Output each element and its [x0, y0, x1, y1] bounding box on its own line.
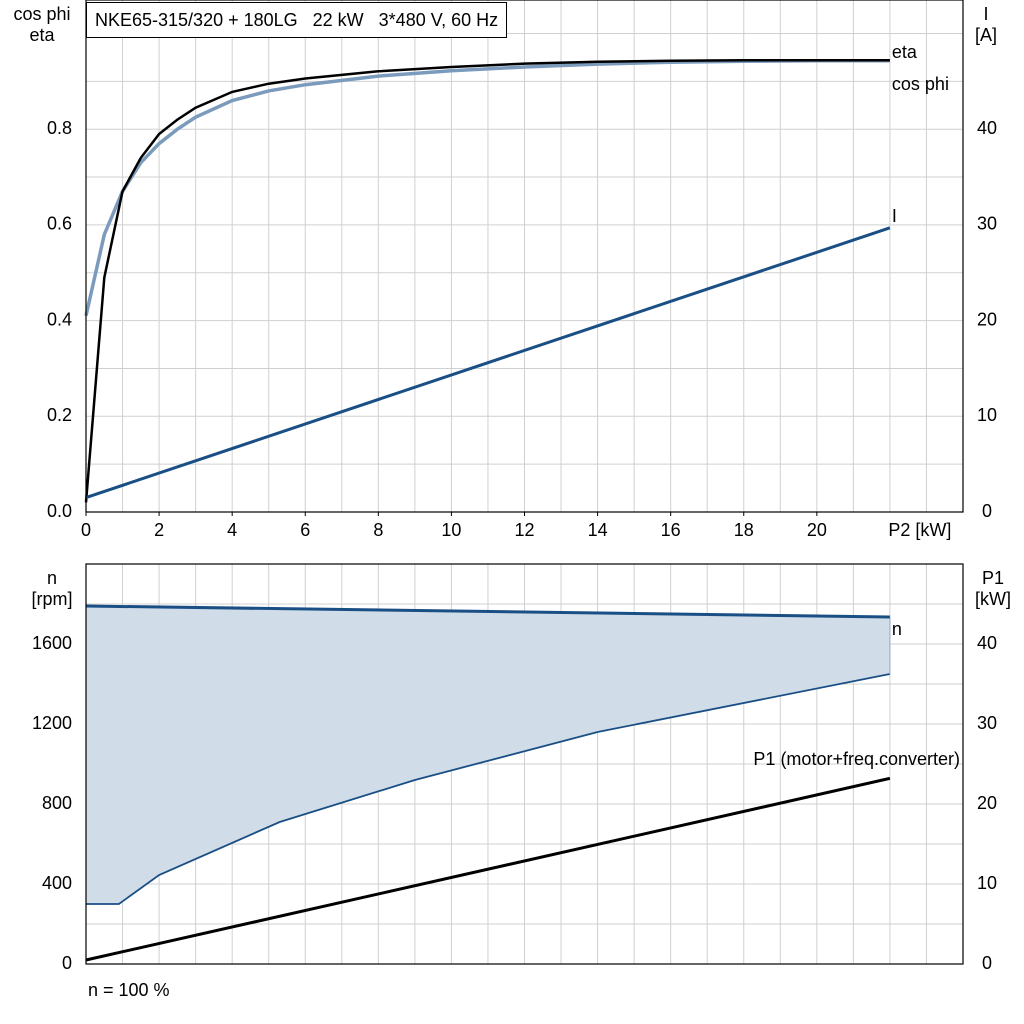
- top-left-axis-label: cos phi eta: [0, 4, 84, 46]
- bottom-left-tick-label: 1600: [32, 633, 72, 653]
- top-grid: [86, 0, 963, 512]
- current-series-label: I: [892, 206, 897, 226]
- bottom-right-tick-label: 0: [982, 953, 992, 973]
- eta-series-label: eta: [892, 42, 918, 62]
- x-tick-label: 8: [373, 520, 383, 540]
- x-axis-label: P2 [kW]: [888, 520, 951, 540]
- p1-line: [85, 776, 891, 962]
- top-left-tick-label: 0.6: [47, 214, 72, 234]
- top-right-tick-label: 40: [977, 118, 997, 138]
- top-right-tick-label: 20: [977, 309, 997, 329]
- bottom-right-axis-label-line2: [kW]: [975, 589, 1011, 609]
- bottom-right-tick-label: 10: [977, 873, 997, 893]
- bottom-left-axis-label: n [rpm]: [20, 568, 84, 610]
- chart-title: NKE65-315/320 + 180LG 22 kW 3*480 V, 60 …: [86, 2, 508, 38]
- top-left-axis-label-line1: cos phi: [13, 4, 71, 24]
- top-left-tick-label: 0.8: [47, 118, 72, 138]
- top-left-tick-label: 0.4: [47, 309, 72, 329]
- bottom-right-axis-label-line1: P1: [981, 568, 1005, 588]
- speed-note: n = 100 %: [88, 980, 170, 1000]
- top-right-tick-label: 0: [982, 501, 992, 521]
- series-labels: eta cos phi In P1 (motor+freq.converter): [753, 42, 960, 769]
- bottom-right-tick-label: 40: [977, 633, 997, 653]
- x-tick-label: 18: [734, 520, 754, 540]
- top-right-tick-label: 10: [977, 405, 997, 425]
- x-tick-label: 20: [807, 520, 827, 540]
- bottom-right-tick-label: 30: [977, 713, 997, 733]
- cos-phi-series-label: cos phi: [892, 74, 949, 94]
- bottom-plot-frame: [85, 563, 964, 965]
- min-speed-line: [86, 673, 891, 905]
- tick-labels: 0 2 4 6 8 10 12 14 16 18 20 P2 [kW] 0.0 0.2 0.4 0.6 0.8 0…: [32, 118, 997, 973]
- top-right-axis-label: I [A]: [966, 4, 1006, 46]
- x-tick-label: 12: [514, 520, 534, 540]
- speed-line: [85, 604, 890, 619]
- speed-range-area: [86, 606, 890, 904]
- bottom-right-axis-label: P1 [kW]: [966, 568, 1020, 610]
- top-left-tick-label: 0.2: [47, 405, 72, 425]
- top-left-tick-label: 0.0: [47, 501, 72, 521]
- bottom-left-tick-label: 0: [62, 953, 72, 973]
- x-tick-label: 6: [300, 520, 310, 540]
- bottom-left-tick-label: 800: [42, 793, 72, 813]
- speed-range-fill: [86, 606, 890, 904]
- p1-series-label: P1 (motor+freq.converter): [753, 749, 960, 769]
- bottom-left-axis-label-line1: n: [46, 568, 57, 588]
- top-right-axis-label-line2: [A]: [974, 25, 997, 45]
- bottom-right-tick-label: 20: [977, 793, 997, 813]
- x-tick-label: 14: [588, 520, 608, 540]
- top-left-axis-label-line2: eta: [29, 25, 55, 45]
- current-line: [85, 226, 891, 500]
- x-tick-label: 10: [441, 520, 461, 540]
- top-right-axis-label-line1: I: [983, 4, 989, 24]
- x-tick-label: 16: [661, 520, 681, 540]
- bottom-left-tick-label: 400: [42, 873, 72, 893]
- x-tick-label: 2: [154, 520, 164, 540]
- series-layer: [84, 59, 891, 962]
- speed-series-label: n: [892, 619, 902, 639]
- top-right-tick-label: 30: [977, 214, 997, 234]
- bottom-left-tick-label: 1200: [32, 713, 72, 733]
- bottom-left-axis-label-line2: [rpm]: [31, 589, 73, 609]
- x-tick-label: 4: [227, 520, 237, 540]
- x-tick-label: 0: [81, 520, 91, 540]
- cos-phi-line: [84, 59, 890, 317]
- eta-line: [84, 59, 890, 503]
